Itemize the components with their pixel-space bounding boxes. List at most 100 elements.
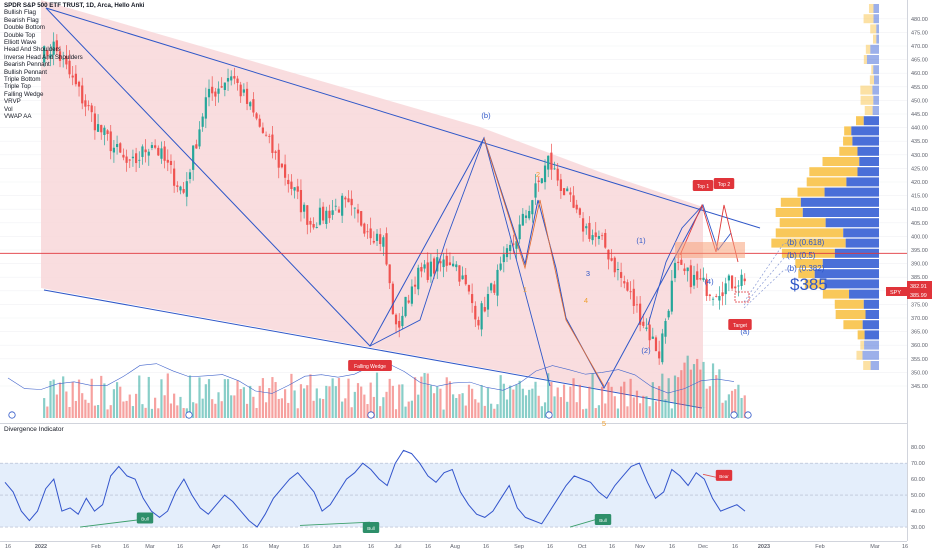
- candle-body-134: [464, 274, 467, 285]
- legend-item-bearish-flag[interactable]: Bearish Flag: [4, 16, 39, 24]
- candle-body-166: [566, 188, 569, 192]
- candle-body-112: [394, 314, 398, 325]
- volume-bar-39: [163, 395, 166, 418]
- time-tick-12: Jul: [394, 544, 401, 550]
- fib-projection-mid: [743, 256, 793, 306]
- candle-body-41: [169, 160, 173, 166]
- volume-bar-110: [388, 378, 391, 418]
- price-axis-background: [907, 0, 932, 550]
- volume-profile-sell-5: [866, 55, 879, 64]
- legend-item-head-and-shoulders[interactable]: Head And Shoulders: [4, 46, 61, 54]
- time-tick-1: 2022: [35, 544, 47, 550]
- legend-item-elliott-wave[interactable]: Elliott Wave: [4, 39, 37, 47]
- candle-body-175: [594, 232, 597, 238]
- candle-body-39: [163, 146, 166, 161]
- candle-body-189: [639, 303, 642, 325]
- rsi-tick-4: 70.00: [911, 461, 925, 467]
- candle-body-211: [708, 294, 711, 296]
- volume-bar-130: [452, 394, 455, 418]
- volume-profile-buy-31: [843, 320, 863, 330]
- volume-bar-40: [166, 373, 169, 418]
- candle-body-156: [534, 183, 537, 198]
- legend-item-inverse-head-and-shoulders[interactable]: Inverse Head And Shoulders: [4, 53, 83, 61]
- candle-body-56: [217, 88, 220, 94]
- legend-item-triple-bottom[interactable]: Triple Bottom: [4, 76, 41, 84]
- price-tick-3: 360.00: [911, 343, 928, 349]
- candle-body-193: [651, 336, 654, 339]
- candle-body-36: [154, 145, 157, 148]
- legend-item-triple-top[interactable]: Triple Top: [4, 83, 31, 91]
- candle-body-154: [528, 210, 531, 219]
- volume-bar-106: [375, 372, 379, 418]
- volume-bar-84: [306, 385, 309, 418]
- legend-item-falling-wedge[interactable]: Falling Wedge: [4, 90, 44, 98]
- candle-body-126: [439, 261, 442, 264]
- volume-profile-sell-7: [874, 75, 879, 85]
- legend-item-bearish-pennant[interactable]: Bearish Pennant: [4, 61, 50, 69]
- candle-body-34: [147, 151, 150, 156]
- volume-bar-196: [661, 373, 664, 418]
- candle-body-68: [255, 113, 258, 119]
- candle-body-137: [474, 305, 477, 320]
- legend-item-vwap[interactable]: VWAP AA: [4, 113, 32, 121]
- candle-body-195: [658, 351, 661, 359]
- candle-body-155: [531, 200, 534, 215]
- volume-profile-buy-2: [870, 24, 877, 34]
- time-tick-2: Feb: [91, 544, 100, 550]
- candle-body-163: [556, 168, 559, 181]
- volume-bar-167: [569, 386, 572, 418]
- legend-item-double-bottom[interactable]: Double Bottom: [4, 24, 45, 32]
- legend-item-bullish-flag[interactable]: Bullish Flag: [4, 9, 36, 17]
- candle-body-203: [683, 268, 686, 272]
- event-marker-1: [185, 411, 193, 419]
- candle-body-210: [705, 279, 708, 296]
- volume-bar-132: [458, 394, 461, 418]
- volume-bar-4: [52, 379, 55, 418]
- volume-bar-26: [122, 401, 125, 418]
- rsi-tick-1: 40.00: [911, 509, 925, 515]
- symbol-title[interactable]: SPDR S&P 500 ETF TRUST, 1D, Arca, Hello …: [4, 2, 145, 9]
- volume-bar-195: [658, 386, 661, 418]
- candle-body-127: [442, 259, 445, 268]
- volume-bar-156: [534, 381, 537, 418]
- price-tick-18: 435.00: [911, 139, 928, 145]
- candle-body-160: [547, 155, 550, 170]
- volume-bar-98: [350, 407, 353, 418]
- candle-body-22: [109, 131, 112, 152]
- volume-bar-198: [667, 378, 670, 418]
- candle-body-12: [77, 81, 81, 87]
- volume-bar-190: [642, 395, 645, 418]
- candle-body-124: [432, 258, 436, 274]
- candle-body-149: [512, 243, 515, 245]
- falling-wedge-zone: [41, 0, 707, 408]
- candle-body-147: [505, 248, 509, 258]
- volume-profile-sell-4: [870, 44, 879, 54]
- fib-label-2: (b) (0.382): [787, 264, 825, 273]
- volume-profile-sell-22: [843, 228, 879, 238]
- wave-label-7: (2): [641, 346, 651, 355]
- legend-item-double-top[interactable]: Double Top: [4, 31, 36, 39]
- candle-body-174: [591, 235, 594, 241]
- candle-body-197: [664, 320, 667, 337]
- candle-body-55: [214, 91, 217, 97]
- candle-body-142: [490, 283, 493, 291]
- time-tick-14: Aug: [450, 544, 460, 550]
- volume-bar-54: [211, 399, 214, 418]
- candle-body-38: [160, 148, 163, 159]
- volume-bar-197: [664, 399, 667, 418]
- candle-body-49: [195, 144, 198, 149]
- legend-item-vol[interactable]: Vol: [4, 105, 13, 113]
- candle-body-35: [150, 145, 154, 148]
- volume-profile-sell-18: [824, 187, 879, 197]
- candle-body-73: [271, 134, 274, 153]
- volume-profile-buy-12: [844, 126, 852, 136]
- candle-body-177: [600, 235, 604, 237]
- price-tick-8: 385.00: [911, 275, 928, 281]
- volume-bar-115: [404, 406, 407, 418]
- legend-item-vrvp[interactable]: VRVP: [4, 98, 21, 106]
- legend-item-bullish-pennant[interactable]: Bullish Pennant: [4, 68, 47, 76]
- candle-body-1: [43, 46, 46, 63]
- candle-body-123: [429, 261, 433, 277]
- candle-body-96: [344, 197, 347, 200]
